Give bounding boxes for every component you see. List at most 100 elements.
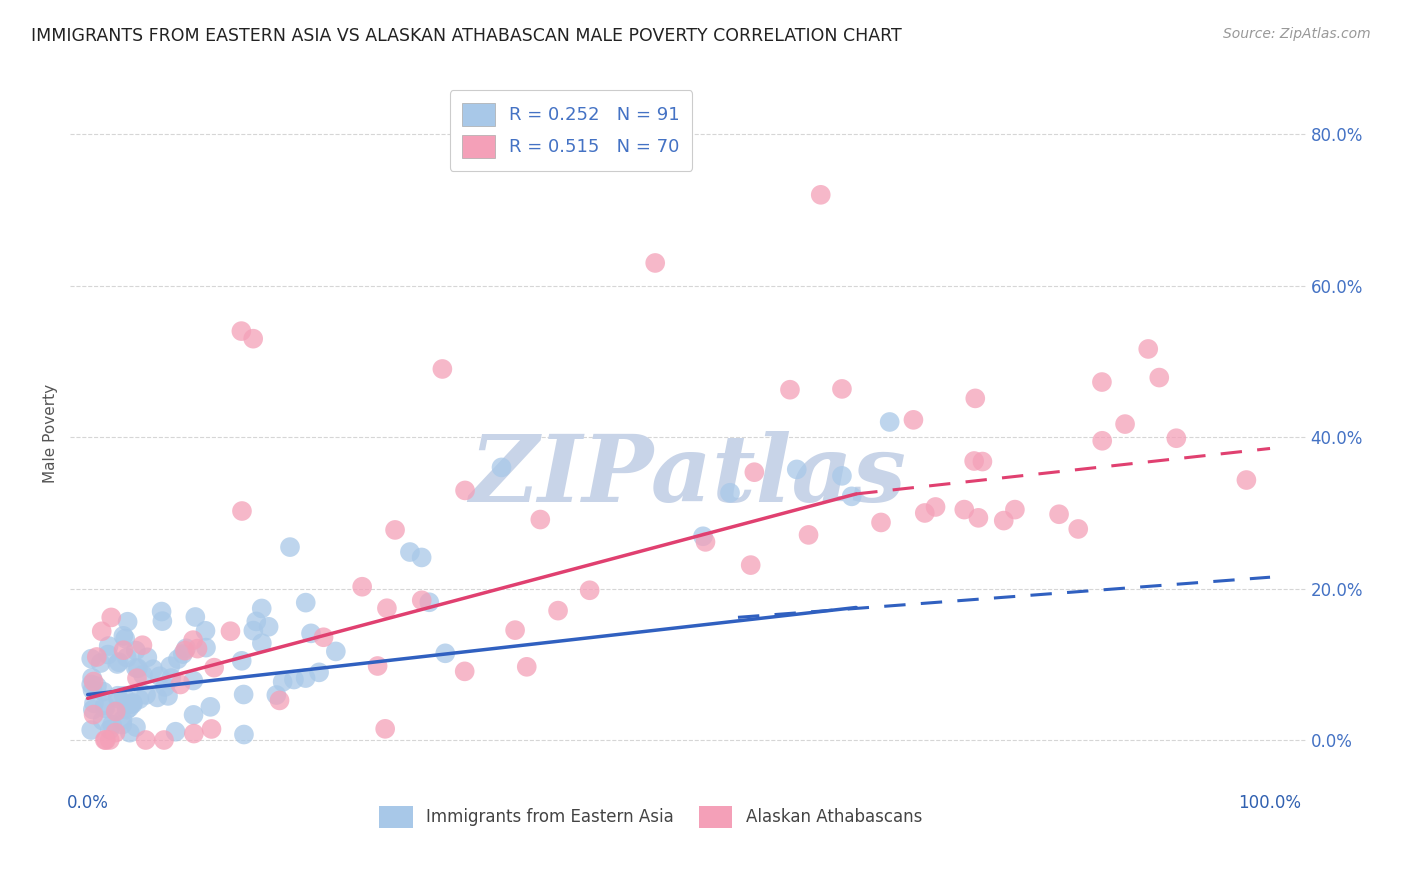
Point: [375, 601, 398, 615]
Point: [136, 650, 159, 665]
Point: [278, 540, 301, 554]
Point: [200, 722, 222, 736]
Point: [157, 689, 180, 703]
Point: [142, 662, 165, 676]
Point: [231, 504, 253, 518]
Point: [250, 601, 273, 615]
Point: [150, 605, 173, 619]
Point: [242, 624, 264, 638]
Point: [547, 604, 569, 618]
Point: [202, 660, 225, 674]
Point: [1149, 370, 1171, 384]
Point: [114, 632, 136, 646]
Point: [367, 659, 389, 673]
Point: [231, 324, 253, 338]
Point: [115, 650, 138, 665]
Text: Source: ZipAtlas.com: Source: ZipAtlas.com: [1223, 27, 1371, 41]
Point: [121, 697, 143, 711]
Point: [257, 620, 280, 634]
Point: [744, 465, 766, 479]
Point: [112, 643, 135, 657]
Text: IMMIGRANTS FROM EASTERN ASIA VS ALASKAN ATHABASCAN MALE POVERTY CORRELATION CHAR: IMMIGRANTS FROM EASTERN ASIA VS ALASKAN …: [31, 27, 901, 45]
Point: [167, 652, 190, 666]
Point: [1234, 473, 1257, 487]
Point: [294, 596, 316, 610]
Point: [90, 656, 112, 670]
Point: [231, 654, 253, 668]
Point: [181, 633, 204, 648]
Point: [122, 697, 145, 711]
Point: [153, 733, 176, 747]
Point: [115, 703, 138, 717]
Point: [299, 626, 322, 640]
Point: [269, 693, 291, 707]
Point: [91, 714, 114, 728]
Point: [1091, 375, 1114, 389]
Point: [153, 680, 176, 694]
Point: [434, 646, 457, 660]
Point: [108, 655, 131, 669]
Point: [82, 683, 104, 698]
Point: [150, 614, 173, 628]
Point: [94, 733, 117, 747]
Point: [516, 660, 538, 674]
Text: ZIPatlas: ZIPatlas: [470, 431, 907, 521]
Point: [104, 705, 127, 719]
Point: [86, 650, 108, 665]
Point: [80, 723, 103, 737]
Point: [125, 671, 148, 685]
Point: [111, 713, 134, 727]
Point: [101, 717, 124, 731]
Point: [186, 641, 208, 656]
Point: [169, 677, 191, 691]
Point: [111, 717, 134, 731]
Point: [779, 383, 801, 397]
Point: [94, 733, 117, 747]
Point: [271, 674, 294, 689]
Point: [107, 691, 129, 706]
Point: [194, 624, 217, 638]
Point: [529, 512, 551, 526]
Point: [718, 485, 741, 500]
Point: [97, 639, 120, 653]
Point: [83, 707, 105, 722]
Point: [98, 723, 121, 737]
Point: [183, 707, 205, 722]
Point: [131, 638, 153, 652]
Point: [870, 516, 893, 530]
Point: [146, 690, 169, 705]
Point: [1067, 522, 1090, 536]
Point: [399, 545, 422, 559]
Point: [82, 703, 104, 717]
Point: [786, 462, 808, 476]
Point: [352, 580, 374, 594]
Point: [104, 725, 127, 739]
Point: [242, 332, 264, 346]
Point: [132, 668, 155, 682]
Point: [965, 392, 987, 406]
Point: [797, 528, 820, 542]
Point: [118, 701, 141, 715]
Point: [831, 382, 853, 396]
Point: [118, 697, 141, 711]
Point: [1137, 342, 1160, 356]
Point: [172, 647, 194, 661]
Point: [740, 558, 762, 573]
Point: [181, 673, 204, 688]
Point: [232, 688, 254, 702]
Point: [82, 671, 104, 685]
Point: [841, 489, 863, 503]
Point: [128, 692, 150, 706]
Point: [245, 615, 267, 629]
Point: [90, 624, 112, 639]
Point: [879, 415, 901, 429]
Point: [411, 593, 433, 607]
Point: [107, 689, 129, 703]
Point: [233, 727, 256, 741]
Point: [165, 724, 187, 739]
Point: [454, 665, 477, 679]
Point: [80, 677, 103, 691]
Point: [903, 413, 925, 427]
Point: [125, 643, 148, 657]
Y-axis label: Male Poverty: Male Poverty: [44, 384, 58, 483]
